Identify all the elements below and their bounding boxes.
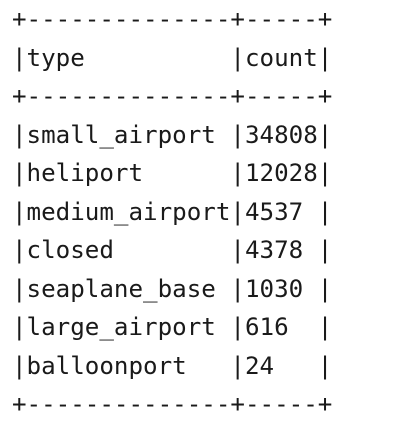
table-bottom-border: +--------------+-----+ — [12, 390, 333, 418]
table-header-border: +--------------+-----+ — [12, 82, 333, 110]
table-top-border: +--------------+-----+ — [12, 5, 333, 33]
table-row: |small_airport |34808| — [12, 120, 333, 149]
table-row: |balloonport |24 | — [12, 351, 333, 380]
table-row: |large_airport |616 | — [12, 313, 333, 341]
table-row: |closed |4378 | — [12, 236, 333, 264]
table-row: |medium_airport|4537 | — [12, 197, 333, 226]
table-row: |heliport |12028| — [12, 159, 333, 187]
table-header-row: |type |count| — [12, 43, 333, 72]
console-output-table: +--------------+-----+ |type |count| +----… — [12, 0, 332, 424]
table-row: |seaplane_base |1030 | — [12, 274, 333, 303]
